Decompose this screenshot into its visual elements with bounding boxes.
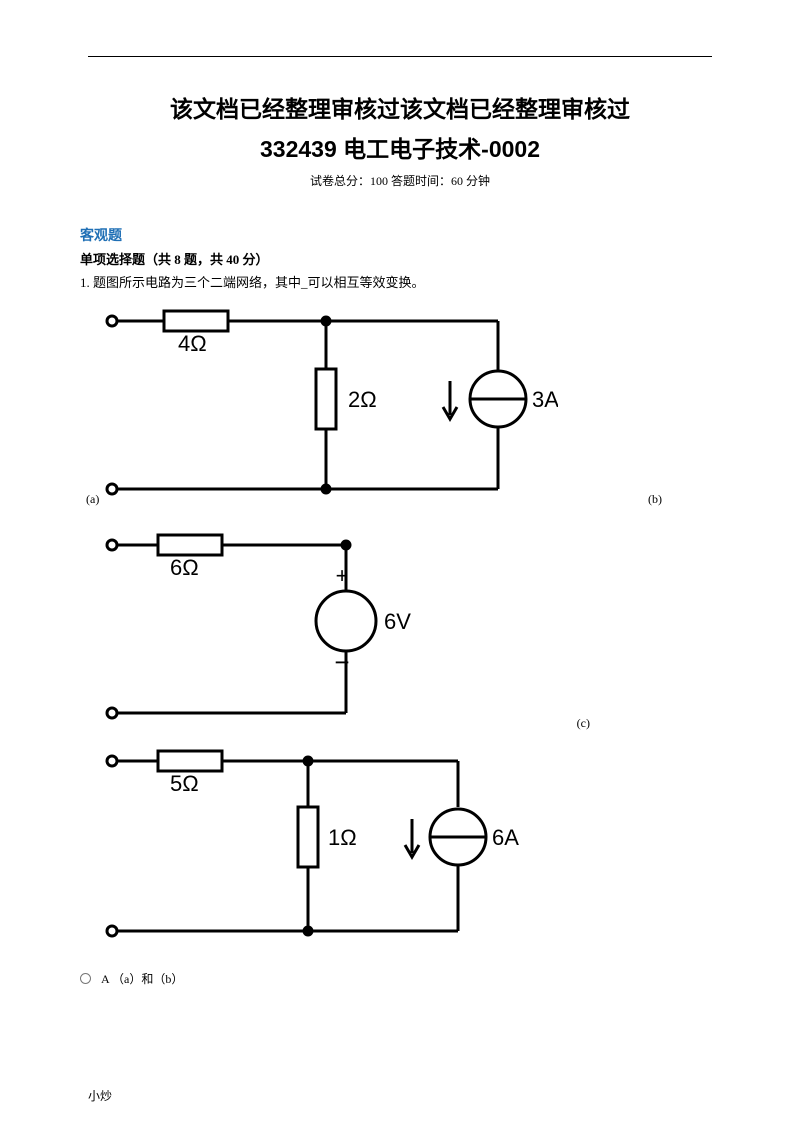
radio-icon[interactable] bbox=[80, 973, 91, 984]
circuit-a: 4Ω 2Ω 3A (a) (b) bbox=[98, 299, 720, 519]
title-line-2: 332439 电工电子技术-0002 bbox=[80, 130, 720, 164]
title-line-1: 该文档已经整理审核过该文档已经整理审核过 bbox=[80, 90, 720, 124]
footer-text: 小炒 bbox=[88, 1087, 112, 1104]
option-a-text: A （a）和（b） bbox=[101, 970, 183, 987]
label-3a: 3A bbox=[532, 387, 558, 412]
label-a: (a) bbox=[86, 492, 99, 507]
label-2ohm: 2Ω bbox=[348, 387, 377, 412]
plus-sign: + bbox=[336, 563, 349, 588]
label-1ohm: 1Ω bbox=[328, 825, 357, 850]
exam-subtitle: 试卷总分：100 答题时间：60 分钟 bbox=[80, 172, 720, 189]
question-type: 单项选择题（共 8 题，共 40 分） bbox=[80, 249, 720, 268]
minus-sign: − bbox=[334, 647, 349, 677]
label-6a: 6A bbox=[492, 825, 519, 850]
question-1: 1. 题图所示电路为三个二端网络，其中_可以相互等效变换。 bbox=[80, 272, 720, 291]
label-b: (b) bbox=[648, 492, 662, 507]
label-6v: 6V bbox=[384, 609, 411, 634]
header-rule bbox=[88, 56, 712, 57]
circuit-c: 5Ω 1Ω 6A bbox=[98, 741, 720, 956]
label-4ohm: 4Ω bbox=[178, 331, 207, 356]
section-heading: 客观题 bbox=[80, 225, 720, 245]
option-a-row[interactable]: A （a）和（b） bbox=[80, 970, 720, 987]
label-c: (c) bbox=[577, 716, 590, 731]
circuit-b: 6Ω + − 6V (c) bbox=[98, 525, 720, 735]
label-5ohm: 5Ω bbox=[170, 771, 199, 796]
label-6ohm: 6Ω bbox=[170, 555, 199, 580]
